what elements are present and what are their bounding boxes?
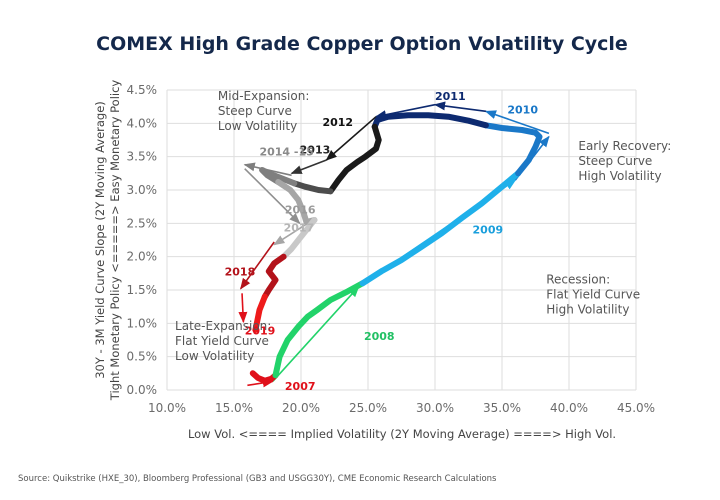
- y-tick-label: 4.5%: [127, 83, 158, 97]
- y-tick-label: 1.5%: [127, 283, 158, 297]
- arrow-2010b: [484, 110, 550, 135]
- series-2009: [359, 170, 522, 287]
- annotation-line: Flat Yield Curve: [175, 334, 269, 348]
- year-label-2008: 2008: [364, 330, 395, 343]
- y-tick-label: 0.0%: [127, 383, 158, 397]
- y-tick-label: 3.5%: [127, 150, 158, 164]
- series-2014-15: [259, 167, 298, 187]
- year-label-2009: 2009: [473, 223, 504, 236]
- annotation-line: Low Volatility: [218, 119, 297, 133]
- y-tick-label: 4.0%: [127, 116, 158, 130]
- year-label-2010: 2010: [507, 103, 538, 116]
- cycle-series: [249, 112, 543, 384]
- series-2018: [261, 253, 287, 300]
- series-2017: [280, 217, 318, 260]
- annotation-line: Steep Curve: [578, 154, 652, 168]
- annotation-early-recovery-: Early Recovery: Steep Curve High Volatilit…: [578, 139, 671, 183]
- annotation-late-expansion-: Late-Expansion: Flat Yield Curve Low Volat…: [175, 319, 271, 363]
- annotation-line: High Volatility: [546, 302, 629, 316]
- y-tick-label: 3.0%: [127, 183, 158, 197]
- annotation-line: Steep Curve: [218, 104, 292, 118]
- year-label-2013: 2013: [300, 143, 331, 156]
- x-tick-label: 25.0%: [349, 401, 387, 415]
- arrow-2013: [290, 159, 327, 175]
- y-tick-label: 2.0%: [127, 250, 158, 264]
- arrow-2017: [273, 222, 309, 246]
- year-label-2012: 2012: [322, 116, 353, 129]
- x-tick-label: 10.0%: [148, 401, 186, 415]
- arrow-2018: [240, 241, 275, 290]
- arrow-2016: [244, 168, 301, 225]
- annotation-line: Flat Yield Curve: [546, 287, 640, 301]
- source-note: Source: Quikstrike (HXE_30), Bloomberg P…: [18, 474, 497, 484]
- annotation-mid-expansion-: Mid-Expansion: Steep Curve Low Volatility: [218, 89, 309, 133]
- y-axis-ticks: 0.0% 0.5% 1.0% 1.5% 2.0% 2.5% 3.0% 3.5% 4.0% 4.5%: [127, 83, 158, 397]
- x-tick-label: 15.0%: [215, 401, 253, 415]
- annotation-line: High Volatility: [578, 169, 661, 183]
- arrow-2008: [272, 285, 360, 382]
- series-2019: [252, 293, 268, 333]
- series-2010: [482, 122, 543, 177]
- annotation-line: Late-Expansion:: [175, 319, 271, 333]
- annotation-line: Low Volatility: [175, 349, 254, 363]
- arrow-2011: [433, 101, 487, 113]
- year-label-2007: 2007: [285, 380, 316, 393]
- x-tick-label: 35.0%: [483, 401, 521, 415]
- year-label-2017: 2017: [284, 221, 315, 234]
- x-axis-label: Low Vol. <==== Implied Volatility (2Y Mo…: [188, 427, 616, 441]
- series-2011: [371, 112, 489, 130]
- series-2007: [249, 370, 279, 384]
- year-label-2014-15: 2014 -15: [259, 145, 313, 158]
- annotation-recession-: Recession: Flat Yield Curve High Volatilit…: [546, 272, 640, 316]
- series-2013: [291, 180, 334, 195]
- year-label-2011: 2011: [435, 90, 466, 103]
- series-2008: [272, 280, 366, 379]
- y-tick-label: 0.5%: [127, 350, 158, 364]
- x-axis-ticks: 10.0% 15.0% 20.0% 25.0% 30.0% 35.0% 40.0% 45.0%: [148, 401, 655, 415]
- y-tick-label: 2.5%: [127, 216, 158, 230]
- x-tick-label: 20.0%: [282, 401, 320, 415]
- y-axis-label-line1: 30Y - 3M Yield Curve Slope (2Y Moving Av…: [93, 101, 107, 379]
- annotation-line: Recession:: [546, 272, 610, 286]
- chart-title: COMEX High Grade Copper Option Volatilit…: [96, 33, 628, 55]
- year-label-2019: 2019: [245, 325, 276, 338]
- annotation-line: Mid-Expansion:: [218, 89, 309, 103]
- annotation-line: Early Recovery:: [578, 139, 671, 153]
- series-2016: [275, 179, 318, 225]
- arrow-2019: [238, 293, 248, 324]
- year-label-2016: 2016: [285, 203, 316, 216]
- x-tick-label: 30.0%: [416, 401, 454, 415]
- arrow-2012: [325, 116, 377, 161]
- x-tick-label: 40.0%: [550, 401, 588, 415]
- year-label-2018: 2018: [225, 265, 256, 278]
- phase-annotations: Mid-Expansion: Steep Curve Low VolatilityE…: [175, 89, 671, 363]
- y-axis-label-line2: Tight Monetary Policy <=====> Easy Monet…: [108, 80, 122, 402]
- y-tick-label: 1.0%: [127, 316, 158, 330]
- series-2012: [327, 123, 382, 195]
- x-tick-label: 45.0%: [617, 401, 655, 415]
